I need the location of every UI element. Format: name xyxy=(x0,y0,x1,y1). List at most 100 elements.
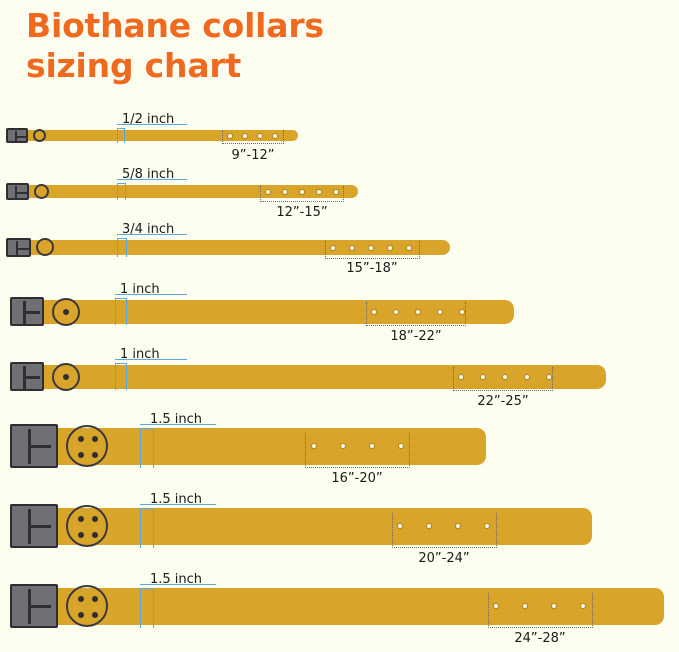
length-label: 16”-20” xyxy=(331,471,383,486)
width-label: 1.5 inch xyxy=(150,412,203,427)
length-bracket xyxy=(222,130,284,144)
strap-hole xyxy=(525,375,529,379)
buckle xyxy=(10,584,58,628)
length-label: 24”-28” xyxy=(514,631,566,646)
strap-hole xyxy=(228,134,232,138)
rivet xyxy=(92,516,98,522)
length-bracket xyxy=(366,302,466,326)
width-leader-line xyxy=(115,359,187,360)
length-label: 22”-25” xyxy=(477,394,529,409)
rivet xyxy=(63,309,69,315)
buckle-tongue xyxy=(17,192,27,194)
length-label: 15”-18” xyxy=(346,261,398,276)
buckle xyxy=(10,504,58,548)
buckle-bar xyxy=(23,301,26,324)
strap-hole xyxy=(485,524,489,528)
length-bracket xyxy=(325,241,420,259)
buckle-tongue xyxy=(31,445,51,448)
width-label: 1.5 inch xyxy=(150,492,203,507)
width-caliper xyxy=(140,508,154,548)
buckle xyxy=(6,183,29,200)
length-label: 12”-15” xyxy=(276,205,328,220)
width-label: 1/2 inch xyxy=(122,112,175,127)
buckle xyxy=(10,424,58,468)
width-caliper xyxy=(115,298,127,325)
width-caliper xyxy=(117,128,125,143)
strap-hole xyxy=(331,246,335,250)
buckle-tongue xyxy=(31,605,51,608)
length-bracket xyxy=(392,513,497,548)
buckle xyxy=(10,297,44,326)
buckle-bar xyxy=(15,131,17,142)
strap-hole xyxy=(369,246,373,250)
strap-hole xyxy=(459,375,463,379)
strap-hole xyxy=(300,190,304,194)
width-label: 5/8 inch xyxy=(122,167,175,182)
strap-hole xyxy=(350,246,354,250)
strap-hole xyxy=(312,444,316,448)
strap-hole xyxy=(266,190,270,194)
strap-hole xyxy=(372,310,376,314)
width-leader-line xyxy=(115,294,187,295)
page-title-line-2: sizing chart xyxy=(26,46,242,85)
d-ring xyxy=(66,505,108,547)
buckle-bar xyxy=(28,589,31,624)
d-ring xyxy=(66,585,108,627)
page-title-line-1: Biothane collars xyxy=(26,6,324,45)
strap-hole xyxy=(460,310,464,314)
length-bracket xyxy=(260,186,344,202)
buckle xyxy=(6,238,31,257)
strap-hole xyxy=(481,375,485,379)
strap-hole xyxy=(416,310,420,314)
rivet xyxy=(63,374,69,380)
strap-hole xyxy=(581,604,585,608)
strap-hole xyxy=(547,375,551,379)
d-ring xyxy=(52,363,80,391)
collar-strap xyxy=(14,365,606,389)
d-ring xyxy=(34,184,49,199)
buckle-tongue xyxy=(26,376,40,379)
strap-hole xyxy=(407,246,411,250)
strap-hole xyxy=(552,604,556,608)
rivet xyxy=(92,436,98,442)
collar-strap xyxy=(10,240,450,255)
d-ring xyxy=(52,298,80,326)
buckle-tongue xyxy=(18,248,29,250)
width-label: 1 inch xyxy=(120,282,160,297)
width-caliper xyxy=(117,238,127,257)
strap-hole xyxy=(341,444,345,448)
rivet xyxy=(78,452,84,458)
buckle xyxy=(10,362,44,391)
width-caliper xyxy=(117,183,126,200)
width-leader-line xyxy=(140,584,216,585)
strap-hole xyxy=(243,134,247,138)
collar-strap xyxy=(10,185,358,198)
strap-hole xyxy=(399,444,403,448)
width-leader-line xyxy=(140,504,216,505)
strap-hole xyxy=(334,190,338,194)
strap-hole xyxy=(456,524,460,528)
length-bracket xyxy=(305,433,410,468)
width-label: 3/4 inch xyxy=(122,222,175,237)
width-leader-line xyxy=(117,179,187,180)
rivet xyxy=(78,612,84,618)
rivet xyxy=(78,516,84,522)
rivet xyxy=(92,532,98,538)
strap-hole xyxy=(427,524,431,528)
length-label: 9”-12” xyxy=(231,148,275,163)
buckle-bar xyxy=(16,241,18,256)
length-label: 20”-24” xyxy=(418,551,470,566)
buckle-tongue xyxy=(31,525,51,528)
strap-hole xyxy=(388,246,392,250)
width-label: 1.5 inch xyxy=(150,572,203,587)
d-ring xyxy=(36,238,54,256)
strap-hole xyxy=(438,310,442,314)
buckle xyxy=(6,128,28,143)
rivet xyxy=(92,452,98,458)
d-ring xyxy=(66,425,108,467)
width-caliper xyxy=(140,428,154,468)
strap-hole xyxy=(494,604,498,608)
collar-strap xyxy=(10,130,298,141)
strap-hole xyxy=(273,134,277,138)
